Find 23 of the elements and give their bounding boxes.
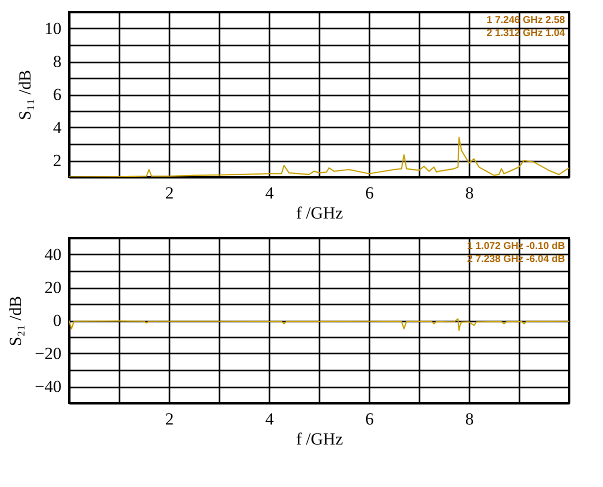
y-tick-label: 2 bbox=[53, 151, 62, 170]
line-series bbox=[69, 318, 569, 331]
y-tick-label: −20 bbox=[34, 344, 62, 363]
x-tick-label: 4 bbox=[265, 184, 274, 202]
x-tick-label: 8 bbox=[465, 184, 474, 202]
x-tick-label: 6 bbox=[365, 410, 374, 428]
y-tick-label: 40 bbox=[44, 245, 62, 264]
y-tick-label: 0 bbox=[53, 311, 62, 330]
y-axis-title: S₁₁ /dB bbox=[16, 70, 34, 120]
x-tick-label: 8 bbox=[465, 410, 474, 428]
y-axis-title: S₂₁ /dB bbox=[6, 296, 25, 346]
x-axis-title: f /GHz bbox=[296, 430, 344, 448]
y-tick-label: 10 bbox=[44, 19, 62, 38]
y-tick-label: 6 bbox=[53, 85, 62, 104]
x-tick-label: 4 bbox=[265, 410, 274, 428]
y-tick-label: −40 bbox=[34, 377, 62, 396]
y-tick-label: 4 bbox=[53, 118, 62, 137]
x-tick-label: 2 bbox=[165, 184, 174, 202]
y-tick-label: 20 bbox=[44, 278, 62, 297]
x-tick-label: 6 bbox=[365, 184, 374, 202]
x-axis-title: f /GHz bbox=[296, 204, 344, 222]
y-tick-label: 8 bbox=[53, 52, 62, 71]
x-tick-label: 2 bbox=[165, 410, 174, 428]
